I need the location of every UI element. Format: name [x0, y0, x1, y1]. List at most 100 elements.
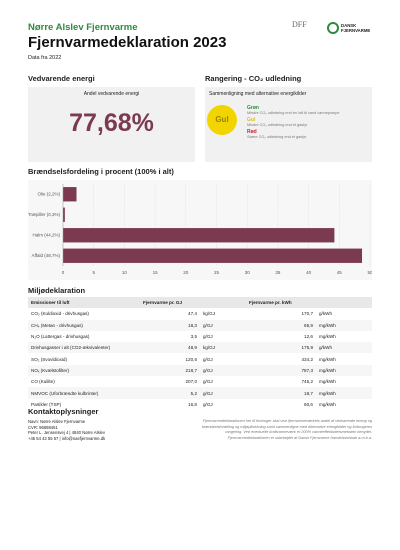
- x-tick-label: 25: [214, 270, 220, 275]
- table-cell: mg/kWh: [316, 364, 372, 377]
- table-cell: 18,3: [140, 319, 200, 331]
- table-cell: g/kWh: [319, 311, 333, 317]
- x-tick-label: 0: [62, 270, 65, 275]
- column-header: Fjernvarme pr. kWh: [246, 297, 372, 309]
- level-text: Større CO₂ udledning end et gasfyr: [247, 135, 307, 139]
- table-cell: 47,4: [188, 311, 197, 317]
- table-cell: mg/kWh: [319, 379, 336, 385]
- table-cell: g/GJ: [203, 401, 213, 407]
- legend: Grøn Mindre CO₂ udledning end en luft ti…: [247, 105, 369, 139]
- table-cell: Drivhusgasser i alt (CO2-ækvivalenter): [28, 342, 140, 354]
- chart: 0 5 10 15 20 25 30 35 40 45 50 Olie (2,2%) Træpiller…: [28, 180, 372, 280]
- table-cell: 175,9: [246, 342, 316, 354]
- x-tick-label: 30: [245, 270, 251, 275]
- table-cell: g/GJ: [203, 379, 213, 385]
- chart-title: Brændselsfordeling i procent (100% i alt…: [28, 167, 174, 176]
- table-row: CO (Kulilte) 207,0 g/GJ 745,2 mg/kWh: [28, 376, 372, 387]
- contact-line: CVR: 96698451: [28, 424, 58, 430]
- contact-lines: Navn: Nørre Alslev Fjernvarme CVR: 966984…: [28, 419, 178, 441]
- level-name: Grøn: [247, 105, 259, 111]
- badge: Gul: [207, 105, 237, 135]
- table-cell: mg/kWh: [319, 356, 336, 362]
- table-cell: 745,2: [301, 379, 314, 385]
- company: Nørre Alslev Fjernvarme: [28, 22, 138, 33]
- y-tick-label: Halm (44,2%): [32, 232, 60, 237]
- table-cell: NOₓ (Kvælstofilter): [28, 364, 140, 377]
- table-row: NMVOC (Uforbrændte kulbrinter) 5,2 g/GJ 18,…: [28, 387, 372, 399]
- x-tick-label: 40: [306, 270, 312, 275]
- table-cell: 5,2: [140, 387, 200, 399]
- table-cell: N₂O (Lattergas - drivhusgas): [31, 334, 90, 340]
- x-tick-label: 50: [367, 270, 372, 275]
- section-heading: Miljødeklaration: [28, 286, 86, 295]
- subtitle: Data fra 2022: [28, 55, 62, 61]
- table-row: SO₂ (Svovldioxid) 120,6 g/GJ 434,2 mg/kWh: [28, 353, 372, 364]
- table-cell: 65,9: [246, 319, 316, 331]
- table-row: NOₓ (Kvælstofilter) 218,7 g/GJ 787,3 mg/kWh: [28, 364, 372, 377]
- label: Andel vedvarende energi: [83, 91, 140, 97]
- table-cell: mg/kWh: [316, 319, 372, 331]
- table-cell: Partikler (TSP): [31, 401, 62, 407]
- table-cell: SO₂ (Svovldioxid): [31, 356, 67, 362]
- emission-table: Emissioner til luft Fjernvarme pr. GJ Fj…: [28, 297, 372, 410]
- level-name: Gul: [247, 117, 256, 123]
- table-cell: mg/kWh: [316, 387, 372, 399]
- table-cell: g/GJ: [200, 387, 246, 399]
- x-tick-label: 15: [153, 270, 159, 275]
- contact-line: Peter L. Jensensvej 4 | 4840 Nørre Alsle…: [28, 430, 105, 435]
- table-cell: kg/GJ: [200, 342, 246, 354]
- contact-line: Navn: Nørre Alslev Fjernvarme: [28, 419, 86, 424]
- logo: DANSK FJERNVARME: [341, 23, 371, 33]
- table-cell: 207,0: [185, 379, 198, 385]
- section-heading: Rangering - CO₂ udledning: [205, 74, 302, 83]
- x-tick-label: 5: [92, 270, 95, 275]
- table-row: CH₄ (Metan - drivhusgas) 18,3 g/GJ 65,9 mg/k…: [28, 319, 372, 331]
- contact-line: +45 54 43 55 57 | info@naefjernvarme.dk: [28, 435, 106, 441]
- table-cell: mg/kWh: [319, 401, 336, 407]
- table-cell: 60,6: [304, 401, 313, 407]
- table-cell: g/GJ: [200, 364, 246, 377]
- table-cell: 48,9: [140, 342, 200, 354]
- table-row: Partikler (TSP) 16,8 g/GJ 60,6 mg/kWh: [28, 399, 372, 410]
- bar: [63, 248, 363, 263]
- section-heading: Kontaktoplysninger: [28, 407, 99, 416]
- table-cell: CO₂ (Kuldioxid - drivhusgas): [31, 311, 89, 317]
- table-cell: 787,3: [246, 364, 316, 377]
- table-cell: 170,7: [301, 311, 314, 317]
- x-tick-label: 20: [183, 270, 189, 275]
- table-cell: 434,2: [301, 356, 314, 362]
- x-tick-label: 10: [122, 270, 128, 275]
- logo: DFF: [292, 20, 307, 29]
- table-cell: mg/kWh: [319, 334, 336, 340]
- column-header: Fjernvarme pr. GJ: [140, 297, 246, 309]
- x-tick-label: 45: [337, 270, 343, 275]
- level-name: Rød: [247, 129, 257, 135]
- table-cell: g/GJ: [203, 334, 213, 340]
- y-tick-label: Affald (48,7%): [32, 253, 61, 258]
- logo-icon: [327, 22, 339, 34]
- table-cell: 120,6: [185, 356, 198, 362]
- section-heading: Vedvarende energi: [28, 74, 95, 83]
- note: Fjernvarmedeklarationen her til forbruge…: [201, 419, 372, 440]
- bar: [63, 207, 65, 222]
- ranking-box: Sammenligning med alternative energikild…: [205, 87, 372, 162]
- bar: [63, 228, 335, 243]
- table-cell: g/GJ: [200, 319, 246, 331]
- renewable-value: 77,68%: [69, 109, 154, 137]
- table-cell: g/GJ: [203, 356, 213, 362]
- table-cell: CO (Kulilte): [31, 379, 55, 385]
- level-text: Mindre CO₂ udledning end et gasfyr: [247, 123, 308, 127]
- table-cell: NMVOC (Uforbrændte kulbrinter): [28, 387, 140, 399]
- title: Fjernvarmedeklaration 2023: [28, 34, 227, 51]
- y-tick-label: Olie (2,2%): [37, 191, 60, 196]
- y-tick-label: Træpiller (0,3%): [28, 212, 60, 217]
- table-row: N₂O (Lattergas - drivhusgas) 3,5 g/GJ 12,6 m…: [28, 331, 372, 342]
- table-cell: CH₄ (Metan - drivhusgas): [28, 319, 140, 331]
- table-cell: 218,7: [140, 364, 200, 377]
- table-cell: kg/GJ: [203, 311, 215, 317]
- table-cell: g/kWh: [316, 342, 372, 354]
- table-row: CO₂ (Kuldioxid - drivhusgas) 47,4 kg/GJ 170…: [28, 308, 372, 319]
- table-cell: 18,7: [246, 387, 316, 399]
- header-row: Emissioner til luft Fjernvarme pr. GJ Fj…: [28, 297, 372, 309]
